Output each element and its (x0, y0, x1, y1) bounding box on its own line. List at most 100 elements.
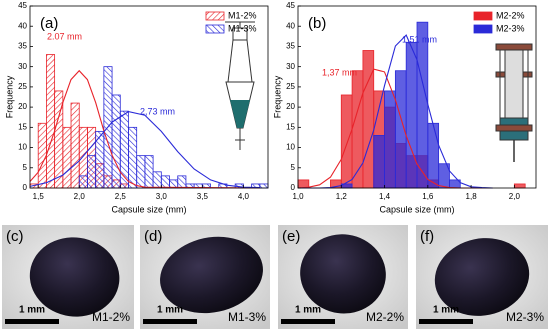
panel-label: (a) (40, 15, 58, 32)
bar (136, 155, 146, 189)
photo-caption: M2-2% (366, 310, 404, 324)
panel-label: (b) (308, 15, 326, 32)
y-tick-label: 30 (286, 62, 295, 71)
y-tick-label: 10 (286, 143, 295, 152)
bar (46, 54, 56, 189)
bar (340, 94, 353, 189)
bar (416, 21, 429, 189)
bar (405, 42, 418, 189)
y-tick-label: 5 (23, 163, 28, 172)
y-tick-label: 10 (18, 143, 27, 152)
bar (427, 122, 440, 189)
legend-label: M1-2% (228, 10, 257, 20)
scale-label: 1 mm (157, 305, 183, 316)
legend-label: M2-3% (496, 23, 525, 33)
bar (70, 102, 80, 189)
x-tick-label: 2,5 (115, 192, 127, 201)
x-tick-label: 2,0 (74, 192, 86, 201)
fit-curve (29, 69, 260, 189)
legend-swatch (205, 24, 225, 34)
syringe-icon (495, 43, 533, 162)
bar (177, 175, 187, 189)
y-tick-label: 45 (18, 1, 27, 10)
scale-bar (281, 319, 335, 324)
scale-label: 1 mm (19, 305, 45, 316)
x-tick-label: 1,0 (292, 192, 304, 201)
y-tick-label: 25 (18, 82, 27, 91)
scale-label: 1 mm (433, 305, 459, 316)
bar (513, 183, 526, 189)
bar (160, 175, 170, 189)
capsule (160, 236, 263, 314)
capsule (434, 238, 530, 316)
y-tick-label: 40 (18, 21, 27, 30)
legend-swatch (473, 11, 493, 21)
fit-curve (29, 111, 260, 189)
y-tick-label: 20 (18, 102, 27, 111)
bar (128, 126, 138, 189)
y-tick-label: 20 (286, 102, 295, 111)
capsule (29, 237, 120, 317)
panel-label: (d) (144, 228, 162, 245)
x-tick-label: 1,4 (379, 192, 391, 201)
photo-caption: M2-3% (506, 310, 544, 324)
x-tick-label: 1,6 (422, 192, 434, 201)
legend-swatch (205, 11, 225, 21)
y-tick-label: 25 (286, 82, 295, 91)
scale-bar (419, 319, 473, 324)
x-tick-label: 3,5 (197, 192, 209, 201)
x-tick-label: 1,5 (33, 192, 45, 201)
plot-frame (29, 5, 269, 189)
legend-label: M1-3% (228, 23, 257, 33)
bar (111, 94, 121, 189)
y-axis-title: Frequency (272, 75, 282, 118)
photo-caption: M1-2% (92, 310, 130, 324)
y-tick-label: 15 (18, 122, 27, 131)
scale-bar (5, 319, 59, 324)
y-tick-label: 5 (291, 163, 296, 172)
annotation: 2.07 mm (47, 31, 82, 41)
y-tick-label: 45 (286, 1, 295, 10)
legend-label: M2-2% (496, 10, 525, 20)
y-axis-title: Frequency (4, 75, 14, 118)
scale-label: 1 mm (295, 305, 321, 316)
legend-swatch (473, 24, 493, 34)
y-tick-label: 30 (18, 62, 27, 71)
y-tick-label: 15 (286, 122, 295, 131)
bar (362, 50, 375, 189)
y-tick-label: 35 (18, 42, 27, 51)
scale-bar (143, 319, 197, 324)
x-tick-label: 2,0 (509, 192, 521, 201)
y-tick-label: 0 (23, 183, 28, 192)
x-axis-title: Capsule size (mm) (111, 204, 186, 214)
funnel-icon (225, 21, 255, 150)
bar (169, 179, 179, 189)
bar (373, 135, 385, 189)
plot-frame (297, 5, 537, 189)
panel-label: (c) (6, 228, 24, 245)
bar (62, 126, 72, 189)
panel-label: (f) (420, 228, 434, 245)
y-tick-label: 40 (286, 21, 295, 30)
x-tick-label: 1,8 (466, 192, 478, 201)
y-tick-label: 0 (291, 183, 296, 192)
x-tick-label: 1,2 (336, 192, 348, 201)
bar (78, 175, 88, 189)
panel-label: (e) (282, 228, 300, 245)
annotation: 2,73 mm (140, 106, 175, 116)
annotation: 1,51 mm (402, 34, 437, 44)
capsule (300, 234, 386, 314)
bar (37, 122, 47, 189)
bar (144, 155, 154, 189)
bar (384, 90, 396, 189)
y-tick-label: 35 (286, 42, 295, 51)
x-axis-title: Capsule size (mm) (379, 204, 454, 214)
photo-caption: M1-3% (228, 310, 266, 324)
annotation: 1,37 mm (322, 67, 357, 77)
bar (259, 183, 269, 189)
bar (152, 171, 162, 189)
bar (87, 155, 97, 189)
x-tick-label: 4,0 (238, 192, 250, 201)
x-tick-label: 3,0 (156, 192, 168, 201)
